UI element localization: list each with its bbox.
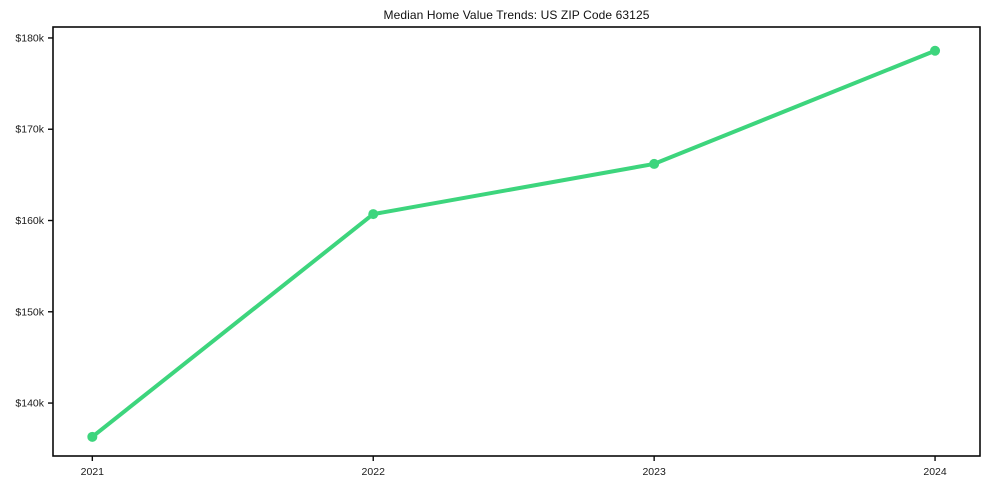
data-point-marker [368, 209, 379, 220]
y-tick-label: $150k [15, 306, 44, 318]
x-tick-label: 2024 [923, 466, 947, 478]
x-tick-label: 2021 [81, 466, 105, 478]
x-tick-label: 2023 [642, 466, 666, 478]
data-point-marker [87, 431, 98, 442]
data-point-marker [930, 45, 941, 56]
y-tick-label: $170k [15, 124, 44, 136]
y-tick-label: $180k [15, 32, 44, 44]
data-point-marker [649, 158, 660, 169]
y-tick-label: $160k [15, 215, 44, 227]
series-line [90, 48, 938, 439]
plot-border [52, 26, 981, 457]
y-tick-label: $140k [15, 398, 44, 410]
x-tick-label: 2022 [362, 466, 386, 478]
chart-title: Median Home Value Trends: US ZIP Code 63… [383, 8, 650, 22]
